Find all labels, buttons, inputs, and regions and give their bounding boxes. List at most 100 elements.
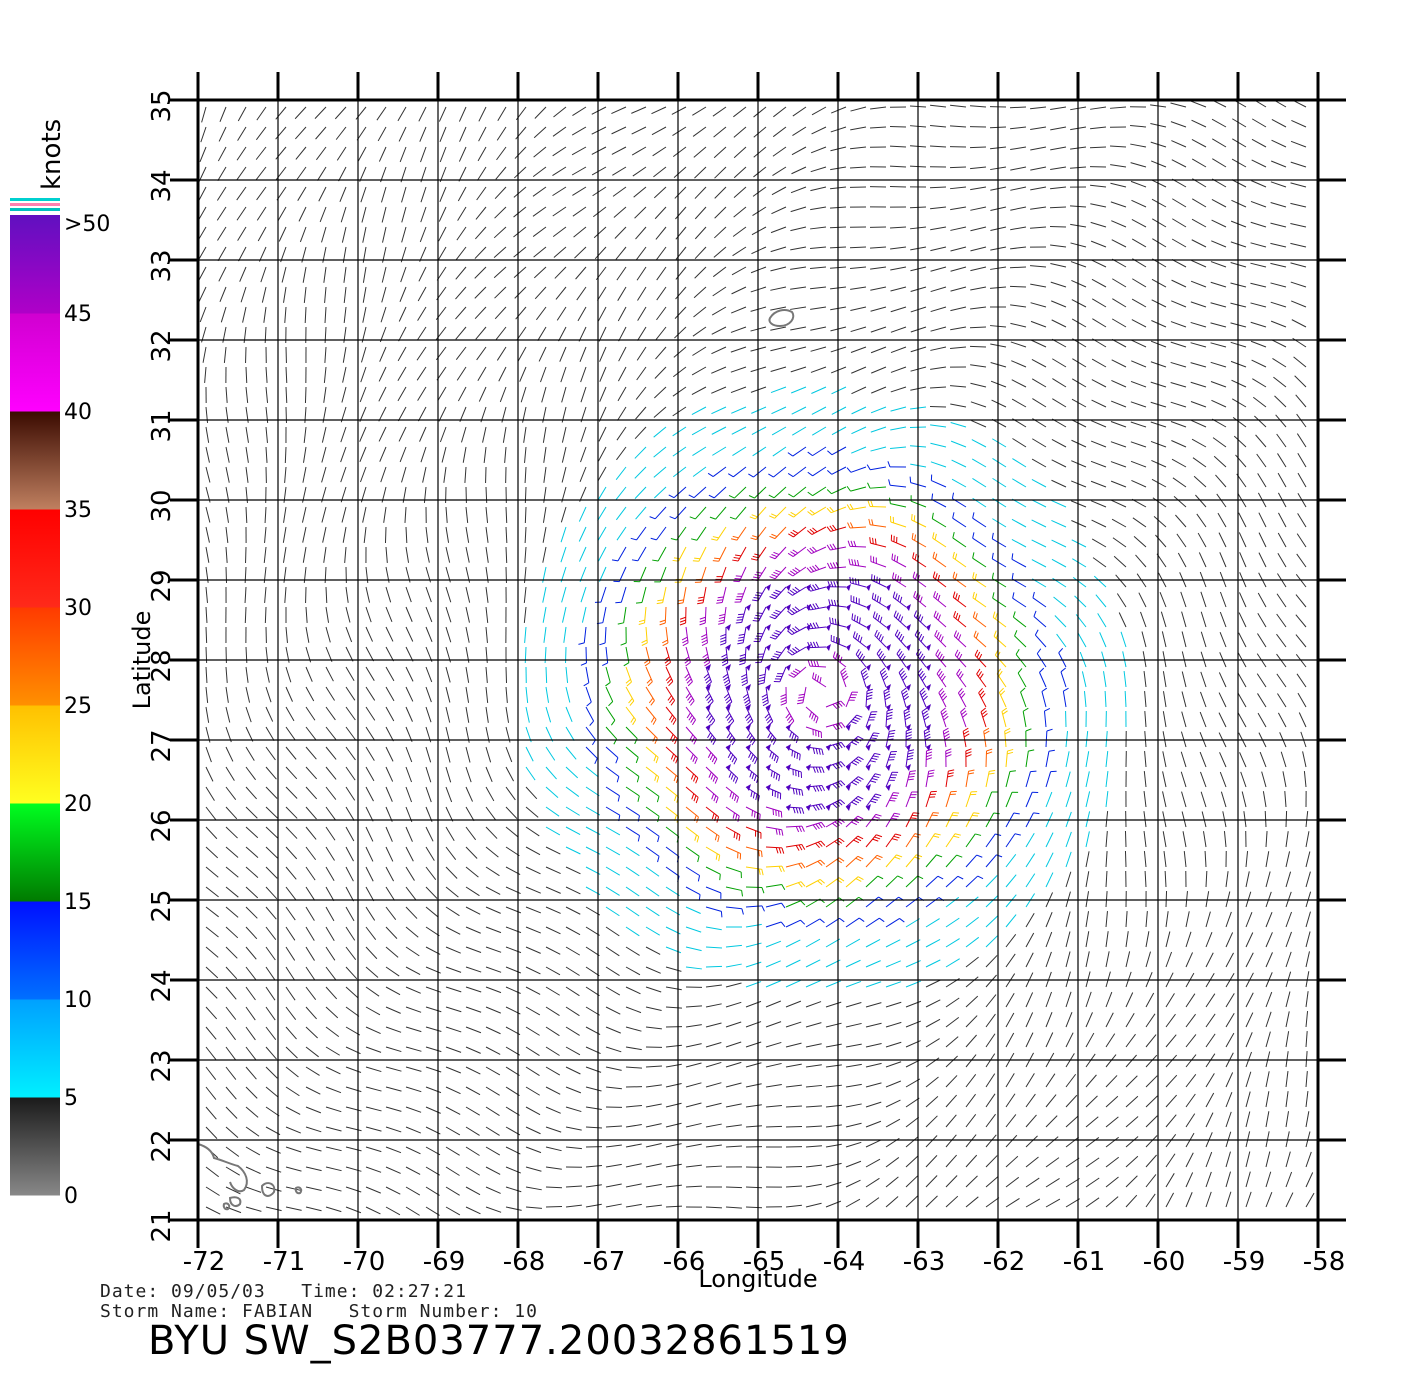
wind-barb-feather [832, 744, 838, 750]
wind-barb-feather [717, 596, 724, 599]
wind-barb [325, 586, 328, 604]
wind-barb-feather [895, 593, 898, 600]
wind-barb-feather [749, 516, 756, 520]
wind-barb [653, 446, 667, 458]
wind-barb [1172, 477, 1187, 488]
wind-barb-feather [992, 592, 995, 599]
wind-barb [342, 526, 347, 543]
wind-barb-feather [954, 573, 958, 580]
wind-barb-pennant [926, 744, 931, 751]
wind-barb [523, 606, 527, 623]
wind-barb [1181, 671, 1187, 688]
wind-barb [592, 186, 607, 197]
wind-barb [365, 766, 375, 782]
wind-barb [705, 1165, 723, 1168]
bahamas-island-outline [294, 1186, 303, 1195]
wind-barb [325, 1046, 340, 1056]
wind-barb [792, 106, 807, 117]
wind-barb [485, 686, 489, 703]
wind-barb [525, 1046, 540, 1057]
wind-barb [656, 266, 667, 281]
wind-barb [494, 186, 507, 200]
wind-barb [645, 1065, 662, 1068]
wind-barb [545, 946, 561, 955]
wind-barb-feather [886, 711, 893, 715]
wind-barb [734, 486, 747, 499]
wind-barb-feather [725, 713, 730, 719]
wind-barb [693, 486, 707, 499]
wind-barb [825, 897, 840, 908]
wind-barb [712, 266, 727, 278]
wind-barb [419, 426, 427, 442]
wind-barb [992, 438, 1007, 448]
wind-barb-feather [992, 611, 996, 618]
wind-barb-feather [707, 732, 711, 739]
wind-barb [612, 186, 627, 197]
wind-barb [1125, 1054, 1137, 1068]
wind-barb [205, 506, 211, 523]
wind-barb [340, 446, 347, 463]
wind-barb [785, 1063, 802, 1068]
wind-barb-feather [1033, 812, 1040, 815]
wind-barb [930, 124, 947, 128]
wind-barb [303, 446, 307, 463]
wind-barb [950, 226, 967, 231]
wind-barb-feather [995, 613, 998, 620]
wind-barb-feather [920, 690, 926, 696]
wind-barb-feather [945, 748, 952, 752]
wind-barb [930, 145, 947, 148]
wind-barb [730, 366, 747, 373]
wind-barb [1011, 360, 1027, 368]
wind-barb [345, 646, 354, 662]
wind-barb-feather [855, 758, 862, 762]
wind-barb [565, 806, 580, 816]
wind-barb-pennant [886, 624, 891, 631]
wind-barb-feather [736, 796, 739, 803]
colorbar-bin [10, 607, 60, 706]
wind-barb [945, 997, 960, 1008]
wind-barb [1049, 206, 1067, 209]
wind-barb [305, 1166, 322, 1172]
wind-barb [1176, 533, 1187, 548]
wind-barb [753, 126, 767, 138]
wind-barb [674, 186, 687, 199]
wind-barb [385, 646, 395, 662]
wind-barb [1045, 951, 1052, 968]
wind-barb [1090, 440, 1107, 448]
wind-barb [672, 126, 687, 136]
wind-barb-feather [807, 491, 813, 497]
wind-barb [385, 826, 393, 842]
wind-barb-feather [840, 700, 846, 706]
wind-barb [845, 959, 861, 968]
wind-barb-pennant [766, 704, 771, 711]
wind-barb [945, 1134, 957, 1148]
wind-barb [1231, 199, 1247, 208]
wind-barb-feather [942, 695, 948, 701]
wind-barb [285, 1026, 297, 1040]
wind-barb [1113, 555, 1127, 568]
wind-barb [305, 1146, 322, 1152]
wind-barb [1285, 951, 1292, 968]
wind-barb [625, 1124, 642, 1128]
wind-barb-feather [723, 676, 729, 681]
wind-barb [1285, 810, 1288, 828]
wind-barb [525, 766, 536, 781]
wind-barb [565, 946, 581, 956]
wind-barb-feather [956, 668, 961, 675]
wind-barb-feather [818, 748, 821, 755]
wind-barb [285, 866, 297, 880]
wind-barb [525, 686, 529, 703]
wind-barb [1005, 1032, 1015, 1048]
wind-barb [625, 846, 640, 857]
wind-barb [365, 666, 375, 681]
wind-barb [889, 165, 907, 168]
wind-barb-feather [636, 776, 640, 783]
wind-barb-feather [815, 785, 820, 792]
wind-barb [1065, 1157, 1080, 1168]
wind-barb-feather [734, 554, 742, 557]
wind-barb [1170, 401, 1187, 408]
wind-barb-feather [815, 748, 818, 755]
wind-barb [217, 166, 227, 181]
wind-barb [245, 746, 255, 761]
wind-barb [865, 896, 879, 908]
